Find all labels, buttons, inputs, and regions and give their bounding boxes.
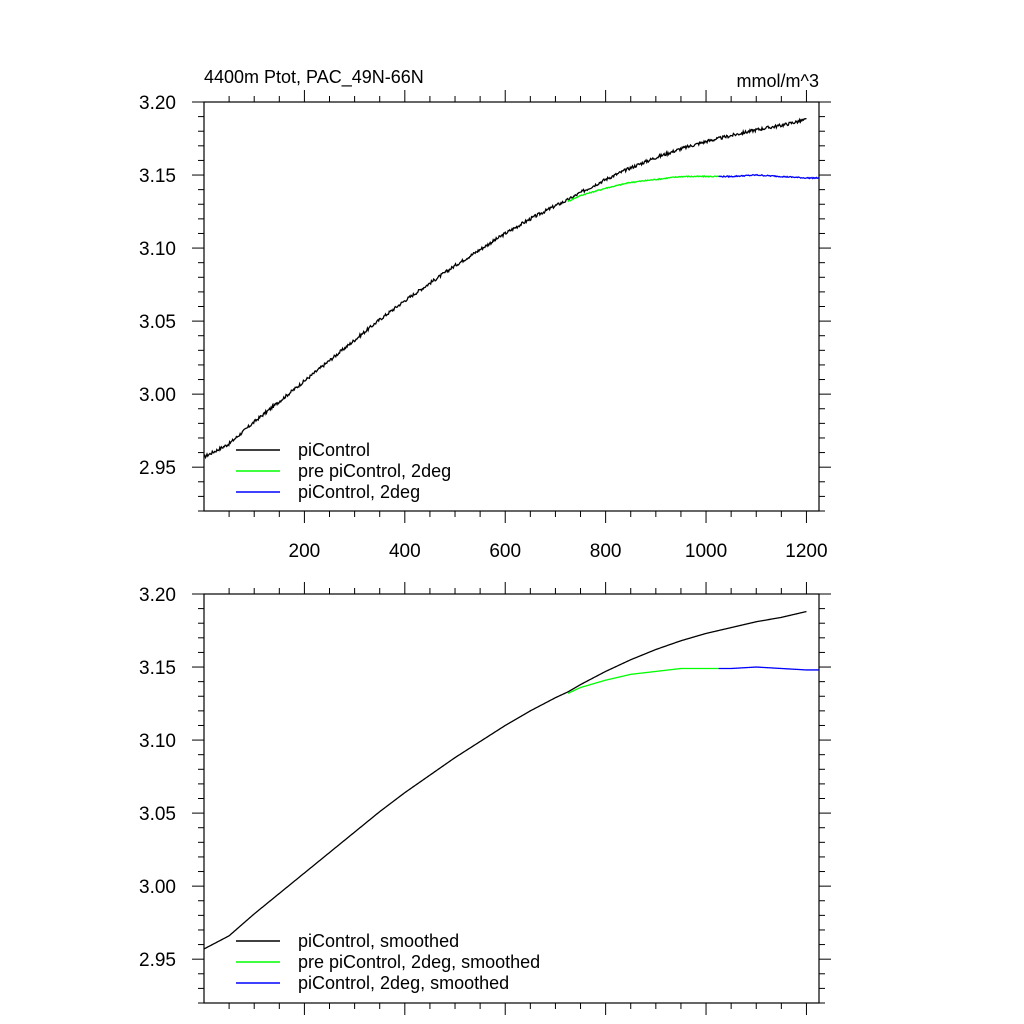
y-tick-label: 3.05 xyxy=(139,312,176,333)
legend-label: piControl, 2deg xyxy=(298,482,420,502)
series-line xyxy=(718,173,820,180)
tick-marks-top xyxy=(192,90,831,523)
y-tick-label: 3.00 xyxy=(139,385,176,406)
x-tick-label: 200 xyxy=(289,541,321,562)
y-tick-label: 2.95 xyxy=(139,950,176,971)
y-tick-label: 3.05 xyxy=(139,804,176,825)
x-tick-label: 1000 xyxy=(685,541,727,562)
series-line xyxy=(567,174,719,203)
y-tick-label: 3.15 xyxy=(139,658,176,679)
series-line xyxy=(203,117,807,460)
plot-frame-bottom xyxy=(203,593,820,1004)
bottom-panel: 2.95 3.00 3.05 3.10 3.15 3.20 piControl, smoo… xyxy=(139,582,831,1015)
x-tick-label: 400 xyxy=(389,541,421,562)
legend-label: piControl xyxy=(298,440,370,460)
y-tick-label: 3.10 xyxy=(139,239,176,260)
y-axis-labels-bottom: 2.95 3.00 3.05 3.10 3.15 3.20 xyxy=(139,585,176,971)
y-tick-label: 3.20 xyxy=(139,93,176,114)
series-lines-top xyxy=(203,117,820,460)
x-tick-label: 1200 xyxy=(785,541,827,562)
y-tick-label: 3.10 xyxy=(139,731,176,752)
legend-label: piControl, 2deg, smoothed xyxy=(298,973,509,993)
chart-units-label: mmol/m^3 xyxy=(737,71,819,91)
y-tick-label: 2.95 xyxy=(139,458,176,479)
series-line xyxy=(718,666,819,671)
x-tick-label: 800 xyxy=(590,541,622,562)
series-line xyxy=(203,610,807,950)
legend-label: piControl, smoothed xyxy=(298,931,459,951)
series-line xyxy=(567,667,719,694)
y-tick-label: 3.00 xyxy=(139,877,176,898)
y-axis-labels-top: 2.95 3.00 3.05 3.10 3.15 3.20 xyxy=(139,93,176,479)
tick-marks-bottom xyxy=(192,582,831,1015)
chart-title-left: 4400m Ptot, PAC_49N-66N xyxy=(204,67,424,88)
legend-label: pre piControl, 2deg xyxy=(298,461,451,481)
top-panel: 4400m Ptot, PAC_49N-66N mmol/m^3 2.95 3.0… xyxy=(139,67,831,562)
y-tick-label: 3.20 xyxy=(139,585,176,606)
legend-label: pre piControl, 2deg, smoothed xyxy=(298,952,540,972)
x-tick-label: 600 xyxy=(489,541,521,562)
y-tick-label: 3.15 xyxy=(139,166,176,187)
plot-frame-top xyxy=(203,101,820,512)
x-axis-labels-top: 200 400 600 800 1000 1200 xyxy=(289,541,828,562)
series-lines-bottom xyxy=(203,610,819,950)
